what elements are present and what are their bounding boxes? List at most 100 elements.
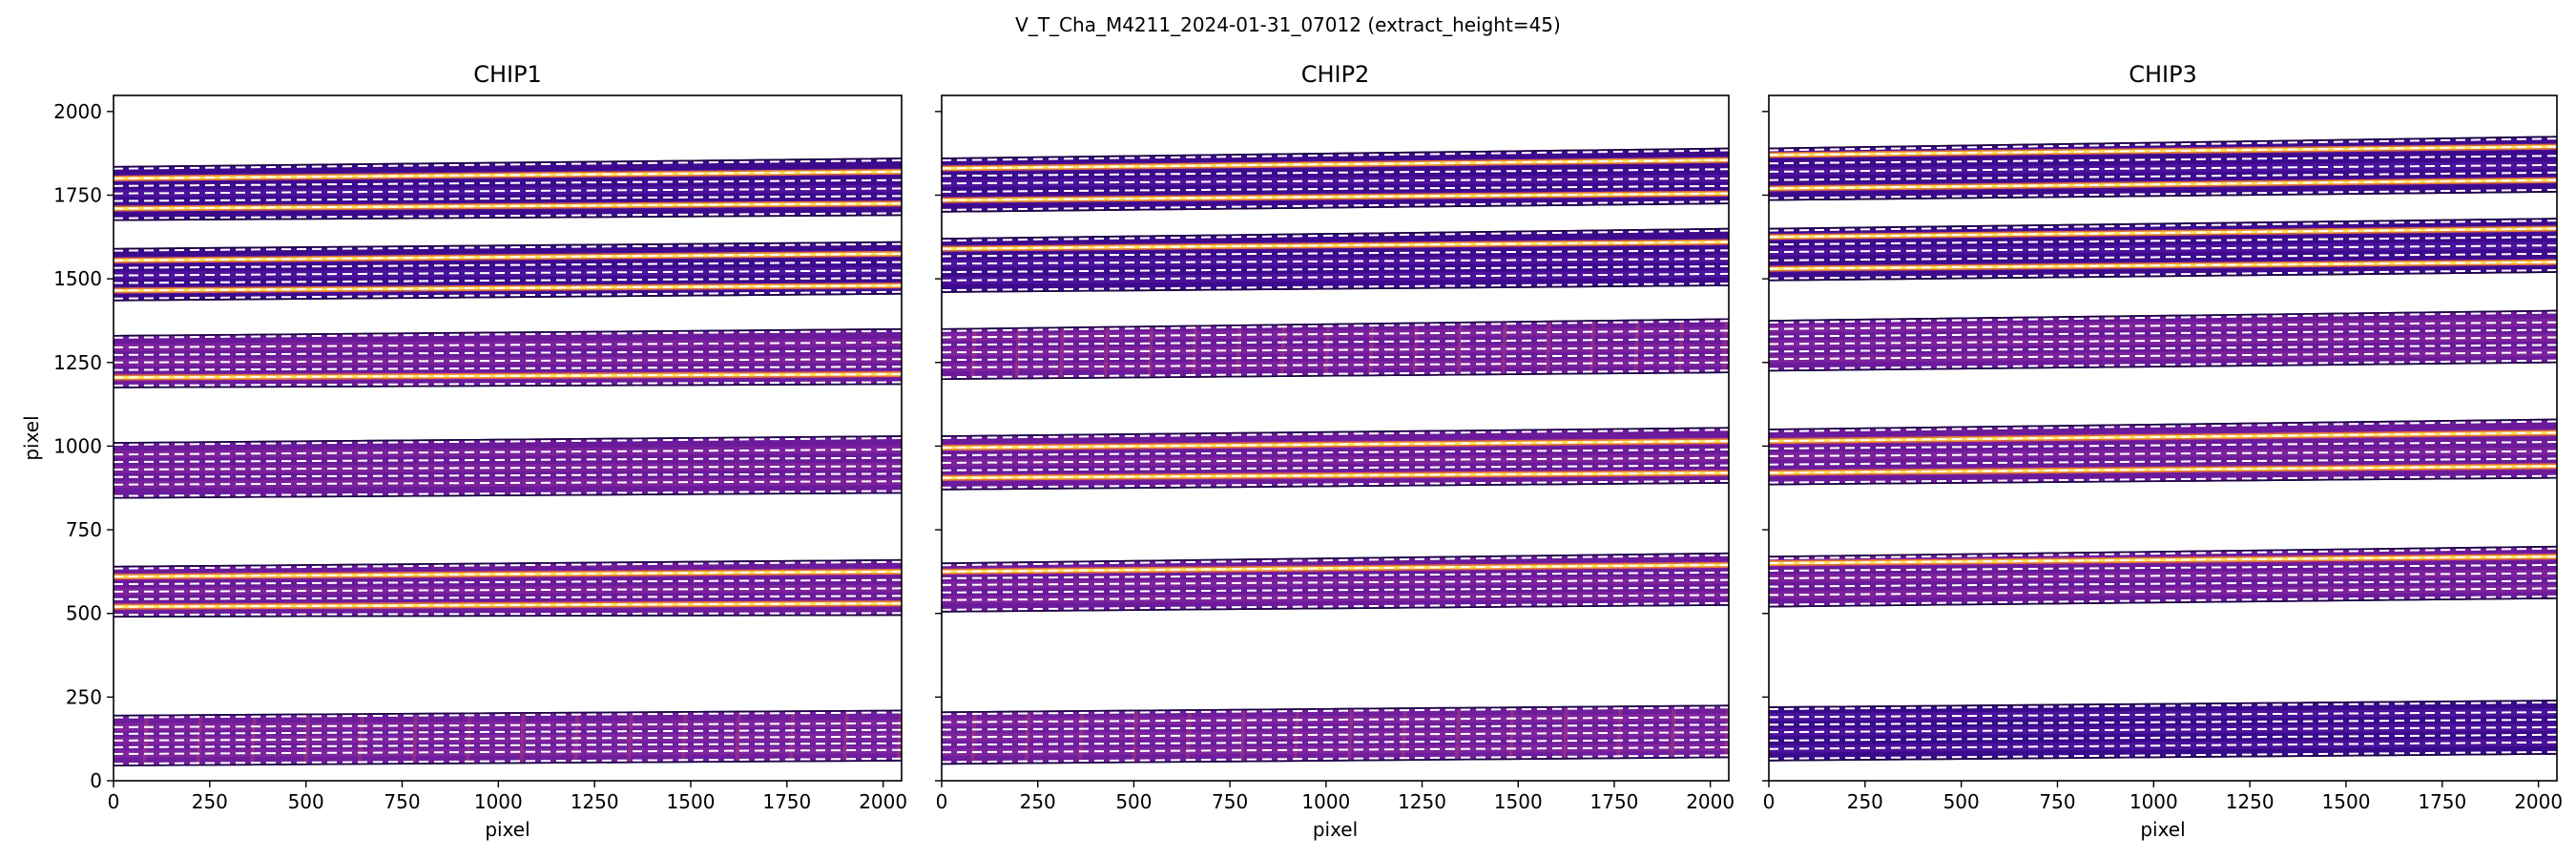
trace-boundary-dashed bbox=[942, 264, 1729, 274]
trace-boundary-dashed bbox=[942, 184, 1729, 193]
trace-boundary-dashed bbox=[114, 212, 902, 220]
trace-boundary-dashed bbox=[942, 272, 1729, 282]
trace-boundary-dashed bbox=[1769, 311, 2557, 325]
trace-boundary-dashed bbox=[942, 731, 1729, 739]
trace-boundary-dashed bbox=[1769, 750, 2557, 760]
x-axis-label: pixel bbox=[1313, 818, 1358, 841]
trace-boundary-dashed bbox=[1769, 321, 2557, 330]
chart-panel-3: 0 250 500 750 1000 1250 1500 1750 2000 CHIP3 pixel bbox=[1762, 61, 2563, 841]
order-band bbox=[114, 435, 902, 499]
x-tick-label: 0 bbox=[108, 790, 120, 813]
order-upper-edge bbox=[942, 227, 1729, 240]
order-band bbox=[114, 558, 902, 618]
trace-boundary-dashed bbox=[114, 560, 902, 570]
trace-boundary-dashed bbox=[114, 329, 902, 339]
order-lower-edge bbox=[114, 614, 902, 618]
trace-boundary-dashed bbox=[114, 711, 902, 719]
x-tick-label: 1750 bbox=[2418, 790, 2466, 813]
order-band bbox=[114, 241, 902, 302]
order-band bbox=[1769, 545, 2557, 608]
y-tick-label: 500 bbox=[66, 602, 102, 625]
x-tick-label: 750 bbox=[384, 790, 420, 813]
panels: 0 250 500 750 1000 1250 1500 1750 2000 0 250 500 750… bbox=[20, 61, 2563, 841]
order-upper-edge bbox=[114, 327, 902, 337]
order-band bbox=[1769, 309, 2557, 372]
trace-boundary-dashed bbox=[942, 346, 1729, 354]
trace-boundary-dashed bbox=[1769, 450, 2557, 457]
trace-boundary-dashed bbox=[942, 353, 1729, 362]
trace-boundary-dashed bbox=[114, 178, 902, 187]
order-upper-edge bbox=[942, 147, 1729, 159]
trace-boundary-dashed bbox=[114, 587, 902, 593]
trace-boundary-dashed bbox=[1769, 595, 2557, 606]
sky-line bbox=[1347, 708, 1354, 761]
order-lower-edge bbox=[1769, 753, 2557, 762]
trace-glow bbox=[942, 728, 1729, 742]
x-tick-label: 2000 bbox=[1686, 790, 1735, 813]
trace-boundary-dashed bbox=[1769, 269, 2557, 280]
x-tick-label: 1750 bbox=[1590, 790, 1639, 813]
trace-boundary-dashed bbox=[114, 341, 902, 348]
trace-boundary-dashed bbox=[114, 366, 902, 371]
x-tick-label: 1250 bbox=[571, 790, 619, 813]
x-tick-label: 2000 bbox=[2514, 790, 2563, 813]
trace-boundary-dashed bbox=[1769, 474, 2557, 484]
trace-boundary-dashed bbox=[1769, 547, 2557, 560]
trace-boundary-dashed bbox=[942, 177, 1729, 185]
trace-boundary-dashed bbox=[114, 728, 902, 735]
y-tick-label: 1750 bbox=[53, 183, 102, 206]
trace-boundary-dashed bbox=[114, 757, 902, 765]
x-tick-label: 750 bbox=[1212, 790, 1248, 813]
trace-boundary-dashed bbox=[114, 595, 902, 600]
trace-boundary-dashed bbox=[114, 465, 902, 471]
trace-boundary-dashed bbox=[1769, 188, 2557, 199]
y-tick-label: 1000 bbox=[53, 434, 102, 457]
trace-boundary-dashed bbox=[942, 429, 1729, 439]
trace-glow bbox=[942, 174, 1729, 188]
trace-glow bbox=[114, 719, 902, 731]
trace-boundary-dashed bbox=[942, 229, 1729, 242]
order-lower-edge bbox=[942, 284, 1729, 293]
x-tick-label: 1500 bbox=[667, 790, 716, 813]
trace-boundary-dashed bbox=[114, 261, 902, 269]
order-lower-edge bbox=[114, 293, 902, 302]
chart-panel-1: 0 250 500 750 1000 1250 1500 1750 2000 0 250 500 750… bbox=[20, 61, 907, 841]
sky-line bbox=[1454, 707, 1462, 760]
trace-boundary-dashed bbox=[114, 602, 902, 608]
order-upper-edge bbox=[1769, 136, 2557, 150]
trace-boundary-dashed bbox=[114, 284, 902, 292]
sky-line bbox=[1147, 325, 1153, 378]
trace-boundary-dashed bbox=[1769, 579, 2557, 588]
trace-boundary-dashed bbox=[1769, 572, 2557, 579]
trace-glow bbox=[114, 732, 902, 744]
trace-boundary-dashed bbox=[1769, 441, 2557, 450]
order-upper-edge bbox=[1769, 700, 2557, 708]
trace-boundary-dashed bbox=[114, 490, 902, 497]
trace-glow bbox=[1769, 723, 2557, 737]
trace-boundary-dashed bbox=[942, 601, 1729, 611]
order-lower-edge bbox=[1769, 191, 2557, 201]
sky-line bbox=[735, 711, 741, 763]
order-band bbox=[1769, 218, 2557, 282]
trace-boundary-dashed bbox=[114, 742, 902, 748]
trace-boundary-dashed bbox=[1769, 227, 2557, 239]
trace-boundary-dashed bbox=[942, 329, 1729, 339]
order-upper-edge bbox=[942, 552, 1729, 564]
trace-boundary-dashed bbox=[114, 252, 902, 262]
trace-glow bbox=[942, 591, 1729, 604]
trace-boundary-dashed bbox=[1769, 336, 2557, 346]
trace-boundary-dashed bbox=[942, 258, 1729, 265]
trace-boundary-dashed bbox=[942, 320, 1729, 332]
order-band bbox=[942, 427, 1729, 491]
x-tick-label: 500 bbox=[1943, 790, 1980, 813]
x-tick-label: 1250 bbox=[1398, 790, 1446, 813]
sky-line bbox=[1562, 706, 1569, 760]
trace-glow bbox=[942, 453, 1729, 467]
order-lower-edge bbox=[114, 214, 902, 221]
trace-boundary-dashed bbox=[1769, 344, 2557, 353]
x-tick-label: 250 bbox=[1847, 790, 1883, 813]
order-band bbox=[942, 552, 1729, 613]
order-band bbox=[1769, 136, 2557, 201]
trace-boundary-dashed bbox=[114, 472, 902, 478]
order-lower-edge bbox=[114, 760, 902, 766]
